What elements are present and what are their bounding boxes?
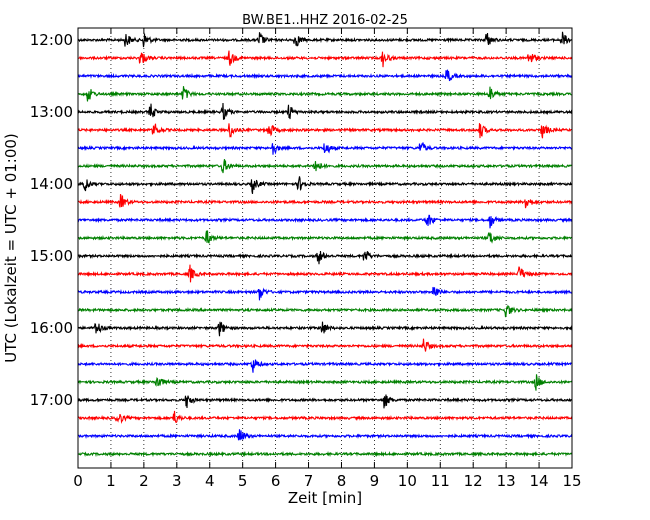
- seismogram-trace: [77, 123, 573, 139]
- seismogram-trace: [77, 69, 573, 82]
- y-tick-label: 13:00: [30, 103, 73, 121]
- seismogram-trace: [77, 230, 573, 244]
- axis-ticks: 0 1 2 3 4 5 6 7 8 9 10 11 12 13 14 1512:0013:0014:0015:…: [30, 28, 582, 490]
- seismogram-trace: [77, 410, 573, 425]
- y-axis-title: UTC (Lokalzeit = UTC + 01:00): [2, 133, 20, 363]
- x-tick-label: 5: [238, 472, 248, 490]
- x-tick-label: 11: [431, 472, 450, 490]
- seismogram-trace: [77, 286, 573, 301]
- x-tick-label: 8: [337, 472, 347, 490]
- x-tick-label: 12: [464, 472, 483, 490]
- y-tick-label: 14:00: [30, 175, 73, 193]
- y-tick-label: 17:00: [30, 391, 73, 409]
- seismogram-trace: [77, 142, 573, 155]
- seismogram-trace: [77, 338, 573, 352]
- seismogram-trace: [77, 264, 573, 283]
- x-tick-label: 3: [172, 472, 182, 490]
- seismogram-trace: [77, 50, 573, 68]
- x-tick-label: 9: [370, 472, 380, 490]
- y-tick-label: 12:00: [30, 31, 73, 49]
- y-tick-label: 16:00: [30, 319, 73, 337]
- seismogram-trace: [77, 250, 573, 265]
- y-tick-label: 15:00: [30, 247, 73, 265]
- seismogram-trace: [77, 193, 573, 209]
- seismogram-trace: [77, 31, 573, 48]
- x-tick-label: 13: [497, 472, 516, 490]
- x-tick-label: 1: [106, 472, 116, 490]
- seismogram-trace: [77, 86, 573, 102]
- seismogram-trace: [77, 304, 573, 318]
- x-tick-label: 15: [562, 472, 581, 490]
- grid-lines: [110, 28, 540, 468]
- x-tick-label: 2: [139, 472, 149, 490]
- seismogram-trace: [77, 429, 573, 441]
- seismogram-trace: [77, 374, 573, 391]
- seismogram-trace: [77, 103, 573, 120]
- trace-group: [77, 31, 573, 458]
- x-tick-label: 7: [304, 472, 314, 490]
- seismogram-trace: [77, 359, 573, 373]
- x-tick-label: 0: [73, 472, 83, 490]
- x-tick-label: 10: [398, 472, 417, 490]
- seismogram-trace: [77, 321, 573, 337]
- seismogram-trace: [77, 159, 573, 174]
- seismogram-trace: [77, 214, 573, 229]
- seismogram-trace: [77, 176, 573, 194]
- seismogram-trace: [77, 450, 573, 458]
- seismogram-trace: [77, 394, 573, 409]
- chart-title: BW.BE1..HHZ 2016-02-25: [242, 13, 408, 28]
- plot-frame: [77, 27, 573, 469]
- x-axis-title: Zeit [min]: [288, 489, 362, 507]
- x-tick-label: 14: [530, 472, 549, 490]
- x-tick-label: 6: [271, 472, 281, 490]
- x-tick-label: 4: [205, 472, 215, 490]
